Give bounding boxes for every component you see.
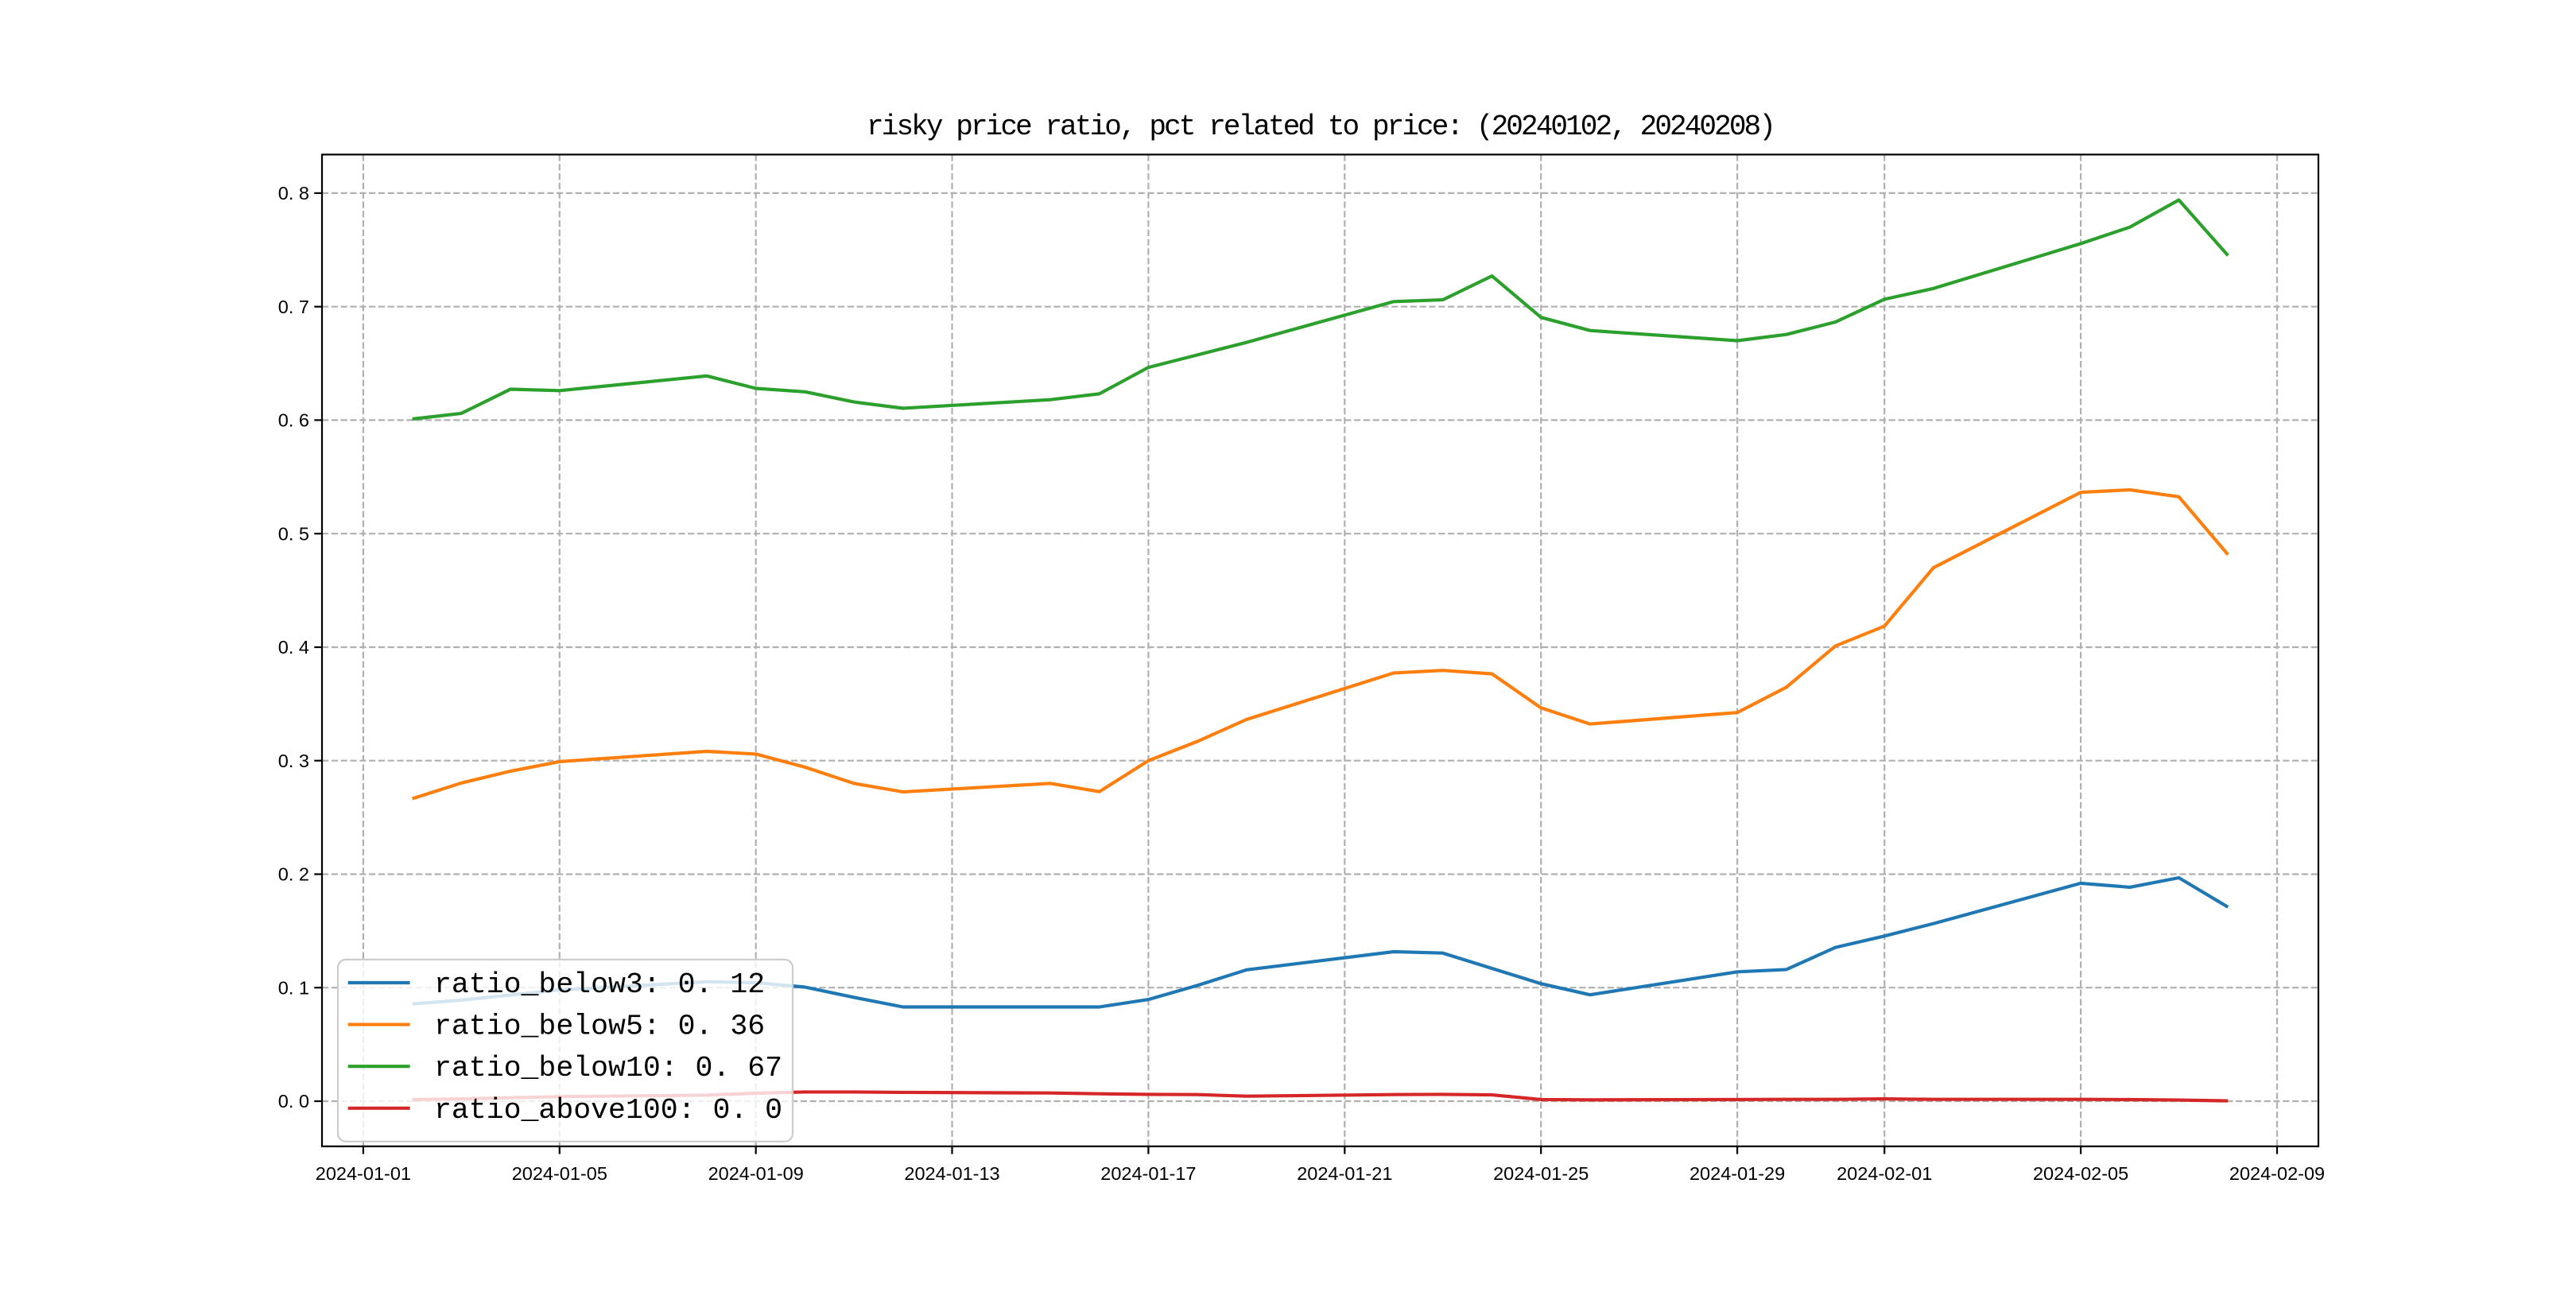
svg-text:ratio_below3: 0. 12: ratio_below3: 0. 12 <box>434 968 765 1001</box>
svg-text:0. 4: 0. 4 <box>278 637 309 658</box>
svg-text:2024-01-13: 2024-01-13 <box>904 1163 999 1184</box>
svg-text:0. 6: 0. 6 <box>278 410 309 431</box>
svg-text:ratio_below10: 0. 67: ratio_below10: 0. 67 <box>434 1052 782 1084</box>
svg-text:risky price ratio, pct related: risky price ratio, pct related to price:… <box>867 111 1774 143</box>
svg-text:2024-02-05: 2024-02-05 <box>2033 1163 2128 1184</box>
svg-text:ratio_below5: 0. 36: ratio_below5: 0. 36 <box>434 1011 765 1043</box>
svg-text:0. 2: 0. 2 <box>278 864 309 885</box>
svg-text:0. 0: 0. 0 <box>278 1091 309 1112</box>
svg-text:2024-02-01: 2024-02-01 <box>1837 1163 1932 1184</box>
svg-text:0. 5: 0. 5 <box>278 523 309 544</box>
svg-text:0. 3: 0. 3 <box>278 751 309 771</box>
svg-text:2024-01-17: 2024-01-17 <box>1100 1163 1196 1184</box>
svg-text:2024-01-05: 2024-01-05 <box>512 1163 607 1184</box>
svg-text:0. 7: 0. 7 <box>278 297 309 317</box>
svg-text:2024-02-09: 2024-02-09 <box>2229 1163 2325 1184</box>
svg-text:ratio_above100: 0. 0: ratio_above100: 0. 0 <box>434 1094 782 1127</box>
svg-text:2024-01-09: 2024-01-09 <box>708 1163 804 1184</box>
svg-text:2024-01-29: 2024-01-29 <box>1690 1163 1785 1184</box>
svg-text:2024-01-25: 2024-01-25 <box>1493 1163 1589 1184</box>
svg-text:0. 1: 0. 1 <box>278 977 309 998</box>
svg-text:0. 8: 0. 8 <box>278 183 309 204</box>
svg-text:2024-01-21: 2024-01-21 <box>1297 1163 1392 1184</box>
svg-text:2024-01-01: 2024-01-01 <box>316 1163 411 1184</box>
